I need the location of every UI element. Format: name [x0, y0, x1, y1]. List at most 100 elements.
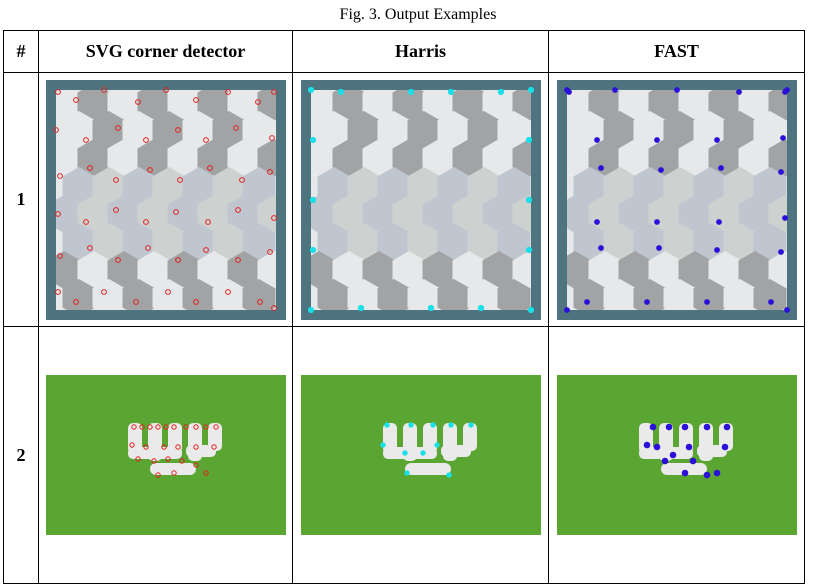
hex-tile: [92, 110, 125, 149]
corner-marker: [713, 469, 720, 477]
corner-marker: [86, 244, 93, 251]
corner-marker: [54, 88, 61, 95]
corner-marker: [583, 298, 590, 305]
corner-marker: [234, 256, 241, 263]
corner-marker: [82, 218, 89, 225]
corner-marker: [403, 470, 410, 476]
hex-tile: [422, 250, 455, 289]
hex-tile: [362, 194, 395, 233]
hex-tile: [708, 82, 741, 121]
hex-tile: [332, 194, 365, 233]
corner-marker: [130, 424, 137, 430]
corner-marker: [134, 456, 141, 462]
corner-marker: [192, 298, 199, 305]
corner-marker: [224, 88, 231, 95]
hex-tile: [618, 82, 651, 121]
corner-marker: [202, 136, 209, 143]
corner-marker: [383, 422, 390, 428]
hex-tile: [197, 138, 230, 177]
hex-tile: [633, 222, 666, 261]
corner-marker: [593, 218, 600, 225]
hex-tile: [347, 278, 380, 317]
hex-tile: [753, 166, 786, 205]
corner-marker: [114, 256, 121, 263]
corner-marker: [114, 124, 121, 131]
corner-marker: [779, 134, 786, 141]
fast-result-hexagon: [548, 72, 805, 327]
corner-marker: [653, 443, 660, 451]
header-fast: FAST: [548, 30, 805, 73]
corner-marker: [781, 214, 788, 221]
corner-marker: [154, 424, 161, 430]
corner-marker: [527, 306, 534, 313]
corner-marker: [100, 288, 107, 295]
harris-result-hexagon: [292, 72, 549, 327]
hex-tile: [723, 278, 756, 317]
hex-tile: [482, 82, 515, 121]
corner-marker: [192, 444, 199, 450]
hex-tile: [422, 194, 455, 233]
corner-marker: [703, 298, 710, 305]
hex-tile: [152, 222, 185, 261]
corner-marker: [270, 214, 277, 221]
hex-tile: [377, 166, 410, 205]
svg-corner-result-hexagon: [38, 72, 293, 327]
hex-tile: [407, 222, 440, 261]
corner-marker: [643, 298, 650, 305]
hex-tile: [122, 278, 155, 317]
hex-tile: [407, 110, 440, 149]
corner-marker: [427, 304, 434, 311]
corner-marker: [433, 442, 440, 448]
hex-tile: [437, 222, 470, 261]
green-flag-image: [45, 375, 286, 535]
header-row: # SVG corner detector Harris FAST: [3, 30, 805, 73]
hex-tile: [618, 138, 651, 177]
hex-tile: [573, 278, 606, 317]
corner-marker: [445, 472, 452, 478]
corner-marker: [154, 472, 161, 478]
hex-tile: [648, 250, 681, 289]
hex-tile: [708, 138, 741, 177]
hex-tile: [77, 194, 110, 233]
corner-marker: [162, 86, 169, 93]
corner-marker: [160, 444, 167, 450]
hex-tile: [152, 166, 185, 205]
hex-tile: [62, 278, 95, 317]
corner-marker: [56, 172, 63, 179]
hex-tile: [92, 222, 125, 261]
hex-tile: [107, 82, 140, 121]
corner-marker: [134, 98, 141, 105]
corner-marker: [713, 246, 720, 253]
corner-marker: [717, 164, 724, 171]
corner-marker: [128, 442, 135, 448]
corner-marker: [142, 218, 149, 225]
hex-tile: [482, 138, 515, 177]
corner-marker: [307, 86, 314, 93]
corner-marker: [429, 422, 436, 428]
hex-tile: [62, 110, 95, 149]
hex-tile: [197, 82, 230, 121]
hex-tile: [242, 166, 275, 205]
corner-marker: [174, 444, 181, 450]
hex-tile: [467, 166, 500, 205]
hex-tile: [738, 194, 771, 233]
corner-marker: [266, 168, 273, 175]
hex-tile: [362, 138, 395, 177]
hex-tile: [663, 166, 696, 205]
corner-marker: [202, 246, 209, 253]
corner-marker: [176, 176, 183, 183]
corner-marker: [144, 244, 151, 251]
corner-marker: [407, 422, 414, 428]
corner-marker: [232, 124, 239, 131]
corner-marker: [661, 457, 668, 465]
hex-tile: [377, 110, 410, 149]
corner-marker: [593, 136, 600, 143]
corner-marker: [477, 304, 484, 311]
hex-tile: [122, 110, 155, 149]
corner-marker: [689, 457, 696, 465]
corner-marker: [655, 244, 662, 251]
hex-tile: [377, 278, 410, 317]
corner-marker: [611, 86, 618, 93]
hex-tile: [467, 278, 500, 317]
hex-tile: [678, 194, 711, 233]
